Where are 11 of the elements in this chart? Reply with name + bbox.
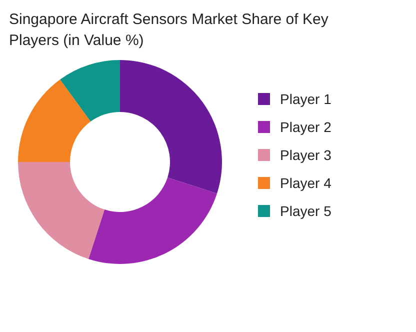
donut-slice [18, 79, 91, 162]
donut-slice [88, 177, 218, 264]
legend-label: Player 3 [280, 146, 332, 163]
donut-slice [120, 60, 222, 194]
donut-slice [60, 60, 120, 122]
chart-title: Singapore Aircraft Sensors Market Share of Key Players (in Value %) [9, 11, 329, 49]
legend-label: Player 1 [280, 90, 332, 107]
legend-label: Player 2 [280, 118, 332, 135]
legend-label: Player 5 [280, 202, 332, 219]
donut-slice [18, 162, 105, 260]
legend-label: Player 4 [280, 174, 332, 191]
